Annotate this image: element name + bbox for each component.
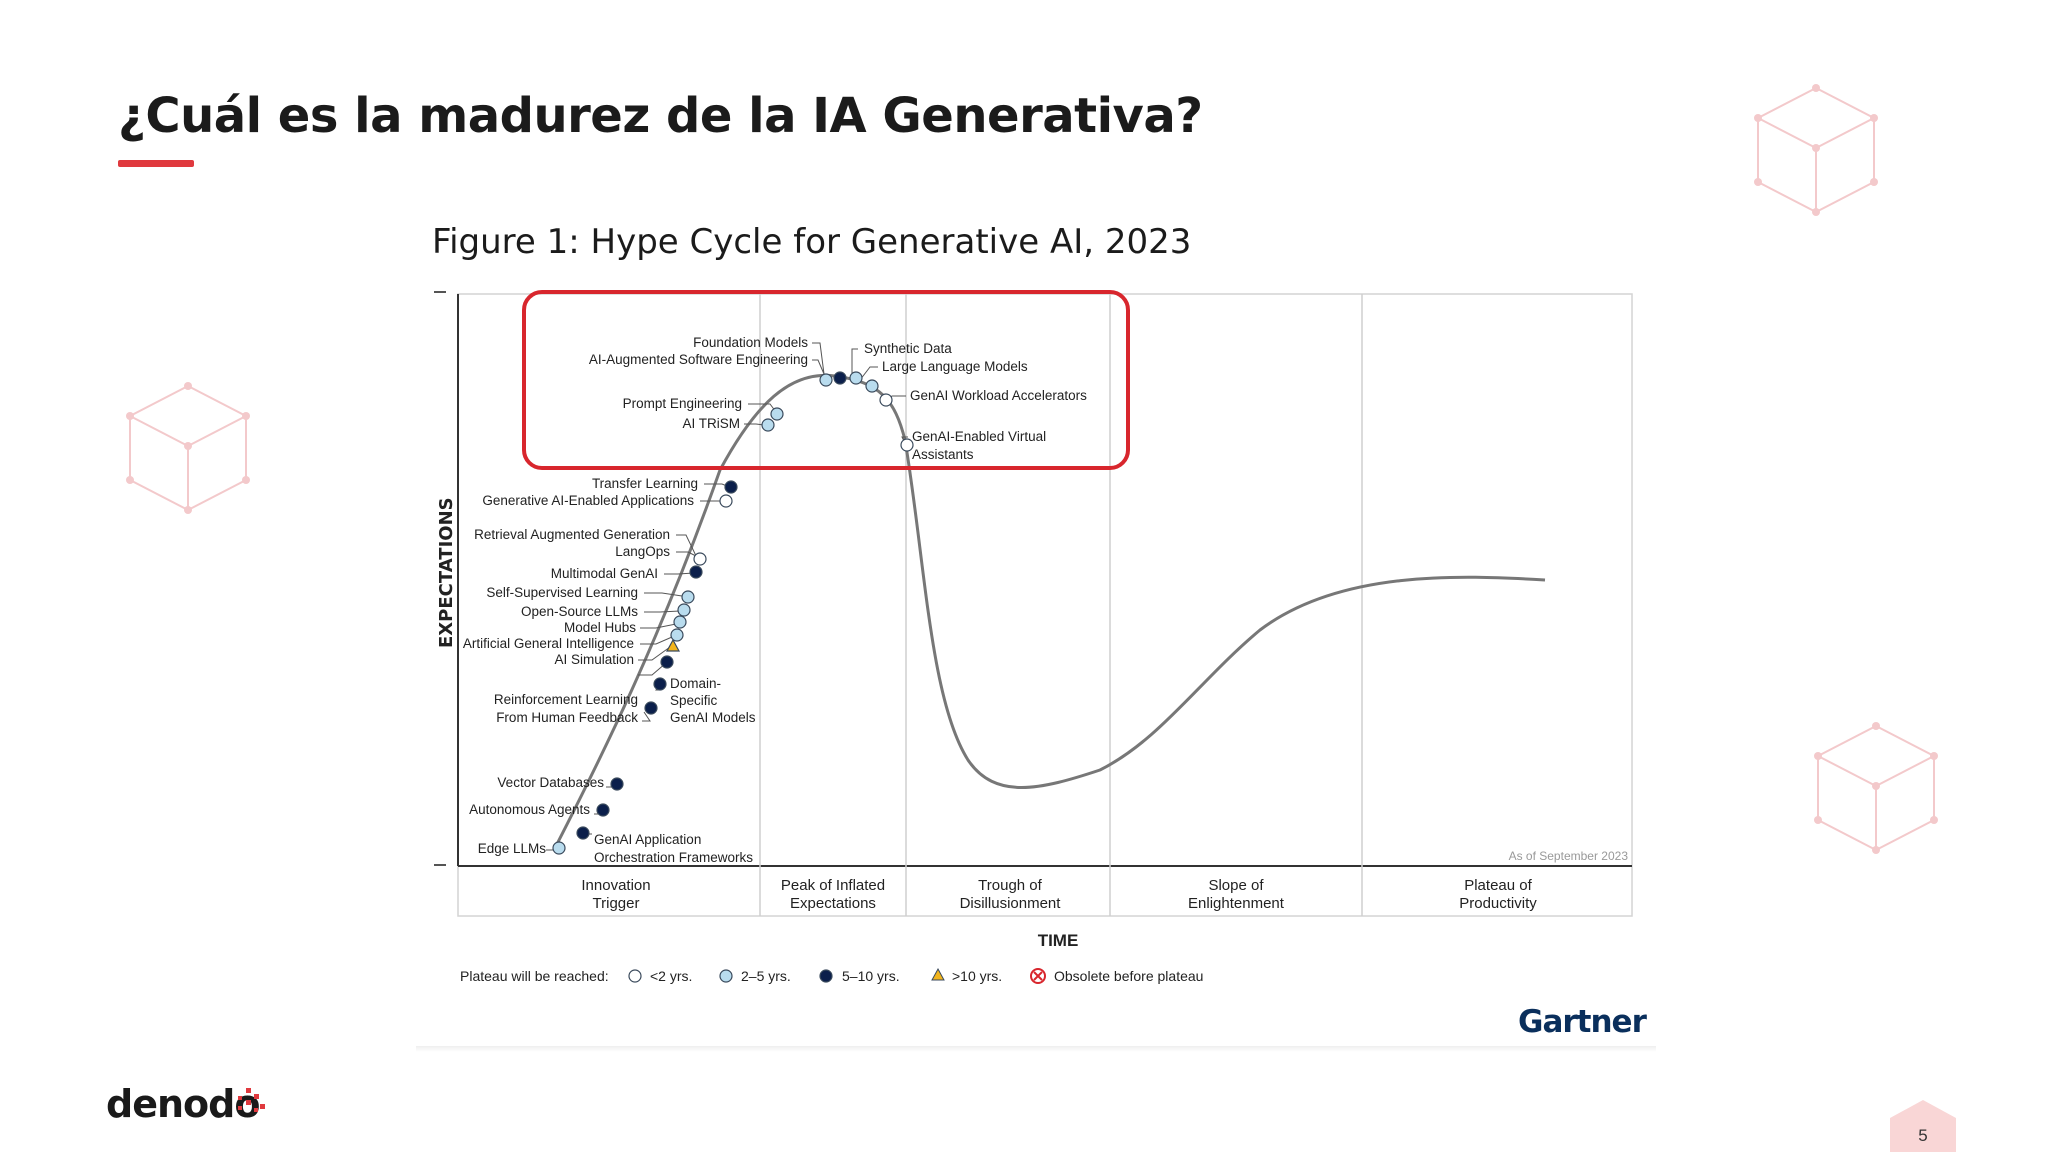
legend-label: Plateau will be reached: <box>460 968 609 984</box>
tech-label: Reinforcement Learning <box>494 692 638 707</box>
tech-marker-rlhf <box>644 701 658 715</box>
phase-label: Disillusionment <box>960 895 1062 912</box>
tech-label: Self-Supervised Learning <box>486 585 638 600</box>
legend-item: 2–5 yrs. <box>741 968 791 984</box>
cube-decoration-left <box>126 382 250 514</box>
tech-label: Model Hubs <box>564 620 636 635</box>
tech-label: Foundation Models <box>693 335 808 350</box>
slide-title: ¿Cuál es la madurez de la IA Generativa? <box>118 88 1203 144</box>
legend-item: Obsolete before plateau <box>1054 968 1203 984</box>
x-axis-label: TIME <box>1038 931 1079 950</box>
tech-label: Vector Databases <box>497 775 604 790</box>
tech-marker-domain-specific-models <box>653 677 667 691</box>
tech-label: Open-Source LLMs <box>521 604 638 619</box>
peak-highlight-box <box>522 290 1130 470</box>
logo-dots-icon <box>238 1088 265 1112</box>
tech-label: LangOps <box>615 544 670 559</box>
tech-marker-vector-databases <box>610 777 624 791</box>
tech-label: From Human Feedback <box>496 710 638 725</box>
legend-dark-navy-circle <box>819 969 833 983</box>
legend-item: >10 yrs. <box>952 968 1002 984</box>
tech-label: Assistants <box>912 447 974 462</box>
legend-item: <2 yrs. <box>650 968 692 984</box>
tech-marker-foundation-models <box>833 371 847 385</box>
phase-label: Peak of Inflated <box>781 877 885 894</box>
phase-label: Trigger <box>593 895 640 912</box>
phase-label: Plateau of <box>1464 877 1532 894</box>
gartner-logo: Gartner <box>1518 1004 1647 1040</box>
tech-label: Retrieval Augmented Generation <box>474 527 670 542</box>
title-underline <box>118 160 194 167</box>
tech-label: Prompt Engineering <box>623 396 742 411</box>
tech-marker-ai-simulation <box>660 655 674 669</box>
tech-marker-large-language-models <box>865 379 879 393</box>
tech-marker-self-supervised <box>677 603 691 617</box>
tech-label: Artificial General Intelligence <box>463 636 634 651</box>
y-axis-label: EXPECTATIONS <box>436 497 457 648</box>
phase-label: Innovation <box>581 877 650 894</box>
tech-label: Orchestration Frameworks <box>594 850 753 865</box>
legend-item: 5–10 yrs. <box>842 968 900 984</box>
tech-marker-autonomous-agents <box>596 803 610 817</box>
tech-label: AI Simulation <box>554 652 634 667</box>
phase-label: Enlightenment <box>1188 895 1285 912</box>
page-number-badge <box>1890 1100 1956 1152</box>
denodo-logo: denodo <box>106 1082 260 1126</box>
tech-label: Domain- <box>670 676 721 691</box>
tech-marker-generative-ai-apps <box>719 494 733 508</box>
tech-label: AI TRiSM <box>682 416 740 431</box>
tech-marker-genai-virtual-assistants <box>900 438 914 452</box>
tech-marker-self-supervised-2 <box>681 590 695 604</box>
logo-text: denodo <box>106 1082 260 1126</box>
tech-marker-synthetic-data <box>849 371 863 385</box>
phase-label: Productivity <box>1459 895 1537 912</box>
tech-marker-multimodal-genai <box>689 565 703 579</box>
tech-marker-transfer-learning <box>724 480 738 494</box>
hype-curve <box>554 373 1546 847</box>
figure-shadow <box>416 1046 1656 1052</box>
tech-label: AI-Augmented Software Engineering <box>589 352 808 367</box>
cube-decoration-top-right <box>1754 84 1878 216</box>
cube-decoration-bottom-right <box>1814 722 1938 854</box>
legend-light-blue-circle <box>719 969 733 983</box>
tech-marker-model-hubs <box>670 628 684 642</box>
tech-label: Generative AI-Enabled Applications <box>482 493 694 508</box>
legend-yellow-triangle <box>931 967 945 981</box>
tech-label: GenAI Application <box>594 832 701 847</box>
legend-red-x-circle <box>1030 968 1046 984</box>
tech-marker-edge-llms <box>552 841 566 855</box>
phase-label: Slope of <box>1208 877 1264 894</box>
tech-marker-ai-augmented-se <box>819 373 833 387</box>
tech-marker-genai-workload-accelerators <box>879 393 893 407</box>
legend-open-circle <box>628 969 642 983</box>
page-number: 5 <box>1918 1126 1928 1145</box>
as-of-note: As of September 2023 <box>1509 849 1629 863</box>
tech-label: Multimodal GenAI <box>551 566 658 581</box>
tech-marker-genai-orchestration <box>576 826 590 840</box>
tech-marker-open-source-llms <box>673 615 687 629</box>
phase-label: Expectations <box>790 895 876 912</box>
tech-label: Large Language Models <box>882 359 1028 374</box>
tech-label: Edge LLMs <box>478 841 547 856</box>
tech-marker-prompt-engineering <box>770 407 784 421</box>
tech-label: GenAI-Enabled Virtual <box>912 429 1046 444</box>
figure-title: Figure 1: Hype Cycle for Generative AI, … <box>432 222 1192 262</box>
tech-marker-agi <box>665 638 681 652</box>
tech-label: GenAI Workload Accelerators <box>910 388 1087 403</box>
tech-label: Transfer Learning <box>592 476 698 491</box>
tech-marker-ai-trism <box>761 418 775 432</box>
tech-label: Synthetic Data <box>864 341 952 356</box>
phase-label: Trough of <box>978 877 1042 894</box>
tech-label: Autonomous Agents <box>469 802 590 817</box>
tech-marker-langops <box>693 552 707 566</box>
tech-label: Specific <box>670 693 718 708</box>
tech-label: GenAI Models <box>670 710 756 725</box>
